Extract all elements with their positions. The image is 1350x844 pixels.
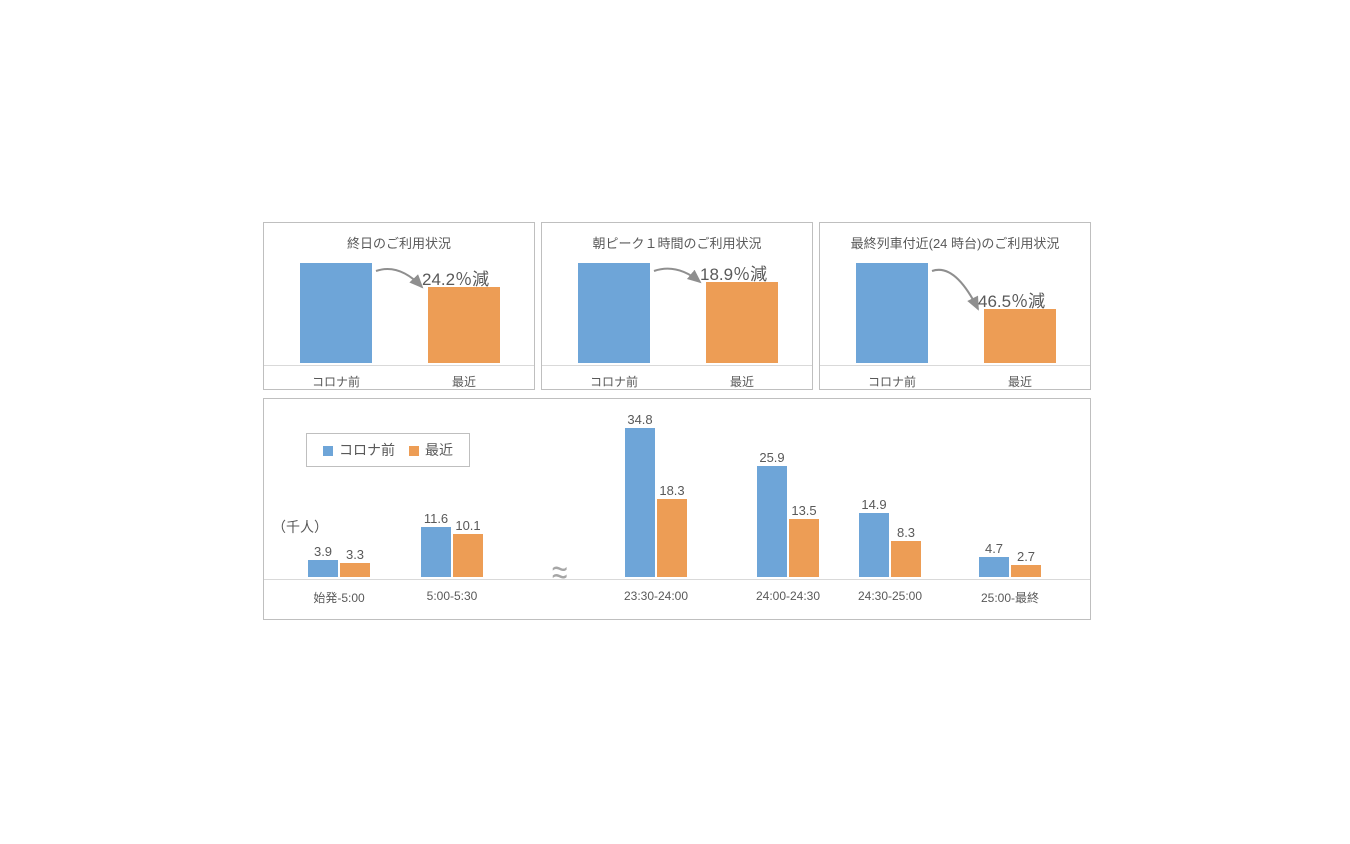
bar-after [340,563,370,577]
bar-before [625,428,655,577]
category-label: 24:30-25:00 [858,589,922,603]
legend-swatch [323,446,333,456]
category-label: 24:00-24:30 [756,589,820,603]
bar-after [657,499,687,577]
category-label: 5:00-5:30 [427,589,478,603]
bar-after [1011,565,1041,577]
value-label-after: 18.3 [659,483,684,498]
legend: コロナ前最近 [306,433,470,467]
arrow-svg [542,223,814,391]
value-label-after: 13.5 [791,503,816,518]
arrow-svg [820,223,1092,391]
bar-before [421,527,451,577]
detail-panel: コロナ前最近 （千人） ≈3.9 3.3 始発-5:00 11.6 10.1 5:00-5:3… [263,398,1091,620]
bar-after [891,541,921,577]
bar-before [757,466,787,577]
summary-panel-0: 終日のご利用状況コロナ前最近24.2％減 [263,222,535,390]
category-label: 25:00-最終 [981,589,1039,606]
axis-break-icon: ≈ [552,552,567,594]
summary-panel-1: 朝ピーク１時間のご利用状況コロナ前最近18.9％減 [541,222,813,390]
category-label: 23:30-24:00 [624,589,688,603]
legend-swatch [409,446,419,456]
bar-before [859,513,889,577]
bar-after [789,519,819,577]
bar-after [453,534,483,577]
value-label-after: 10.1 [455,518,480,533]
bar-before [308,560,338,577]
value-label-before: 34.8 [627,412,652,427]
bar-before [979,557,1009,577]
value-label-before: 11.6 [424,511,448,526]
summary-panel-2: 最終列車付近(24 時台)のご利用状況コロナ前最近46.5％減 [819,222,1091,390]
value-label-before: 25.9 [759,450,784,465]
value-label-after: 2.7 [1017,549,1035,564]
value-label-after: 8.3 [897,525,915,540]
baseline [264,579,1090,580]
arrow-svg [264,223,536,391]
value-label-after: 3.3 [346,547,364,562]
legend-item: 最近 [409,440,453,460]
category-label: 始発-5:00 [313,589,364,606]
value-label-before: 14.9 [861,497,886,512]
y-axis-label: （千人） [272,517,328,537]
value-label-before: 4.7 [985,541,1003,556]
legend-item: コロナ前 [323,440,395,460]
value-label-before: 3.9 [314,544,332,559]
